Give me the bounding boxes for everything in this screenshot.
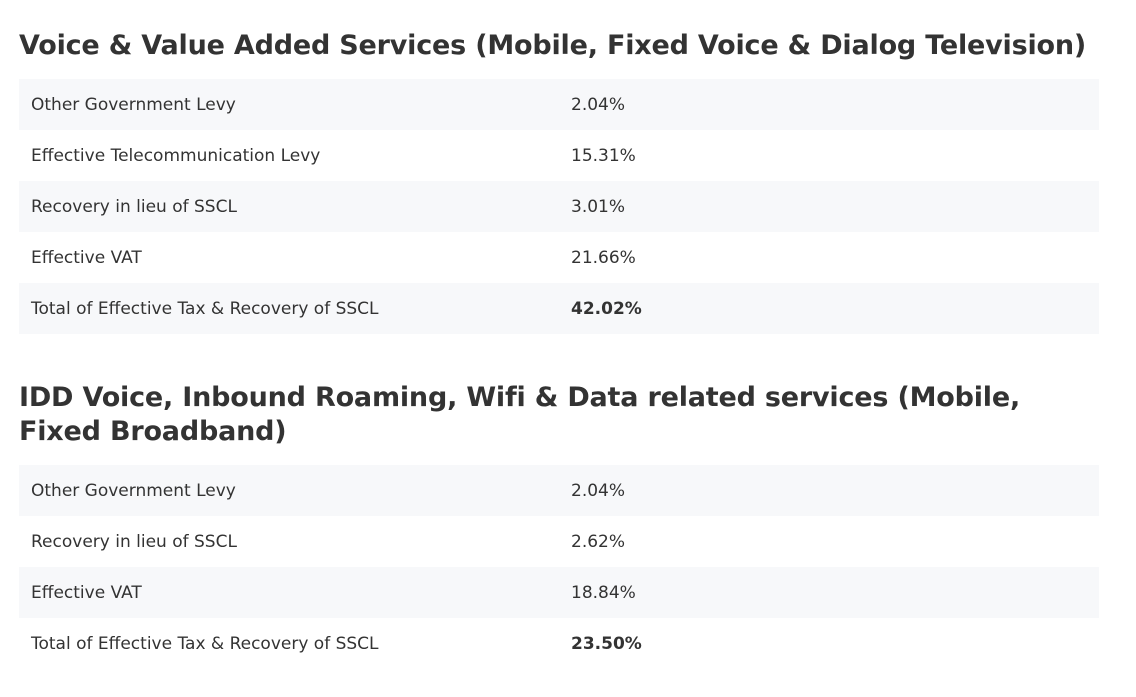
- row-value: 2.62%: [571, 531, 626, 552]
- row-value: 3.01%: [571, 196, 626, 217]
- voice-vas-section: Voice & Value Added Services (Mobile, Fi…: [19, 29, 1099, 334]
- row-label: Effective VAT: [31, 247, 142, 268]
- row-label: Total of Effective Tax & Recovery of SSC…: [31, 633, 379, 654]
- tax-table: Other Government Levy 2.04% Effective Te…: [19, 79, 1099, 334]
- row-label: Total of Effective Tax & Recovery of SSC…: [31, 298, 379, 319]
- table-row: Recovery in lieu of SSCL 3.01%: [19, 181, 1099, 232]
- row-value: 21.66%: [571, 247, 636, 268]
- row-label: Other Government Levy: [31, 480, 236, 501]
- total-row: Total of Effective Tax & Recovery of SSC…: [19, 283, 1099, 334]
- table-row: Effective VAT 18.84%: [19, 567, 1099, 618]
- row-value: 2.04%: [571, 94, 626, 115]
- row-value: 15.31%: [571, 145, 636, 166]
- row-label: Effective VAT: [31, 582, 142, 603]
- section-title: Voice & Value Added Services (Mobile, Fi…: [19, 30, 1087, 61]
- row-value: 2.04%: [571, 480, 626, 501]
- tax-table: Other Government Levy 2.04% Recovery in …: [19, 465, 1099, 669]
- table-row: Effective VAT 21.66%: [19, 232, 1099, 283]
- total-value: 42.02%: [571, 298, 642, 319]
- row-label: Effective Telecommunication Levy: [31, 145, 321, 166]
- row-label: Recovery in lieu of SSCL: [31, 531, 237, 552]
- total-row: Total of Effective Tax & Recovery of SSC…: [19, 618, 1099, 669]
- section-title: IDD Voice, Inbound Roaming, Wifi & Data …: [19, 382, 1021, 447]
- table-row: Other Government Levy 2.04%: [19, 465, 1099, 516]
- row-label: Other Government Levy: [31, 94, 236, 115]
- table-row: Effective Telecommunication Levy 15.31%: [19, 130, 1099, 181]
- table-row: Other Government Levy 2.04%: [19, 79, 1099, 130]
- idd-data-section: IDD Voice, Inbound Roaming, Wifi & Data …: [19, 381, 1099, 669]
- row-label: Recovery in lieu of SSCL: [31, 196, 237, 217]
- table-row: Recovery in lieu of SSCL 2.62%: [19, 516, 1099, 567]
- total-value: 23.50%: [571, 633, 642, 654]
- row-value: 18.84%: [571, 582, 636, 603]
